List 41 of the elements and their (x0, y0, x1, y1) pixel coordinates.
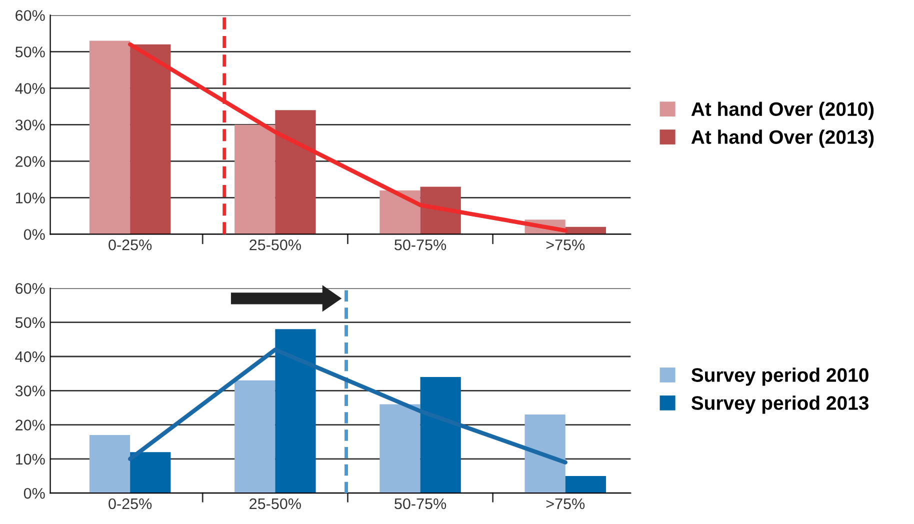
x-tick-label: 0-25% (108, 498, 152, 510)
y-tick-label: 20% (16, 156, 45, 167)
legend-label: At hand Over (2013) (691, 130, 874, 148)
x-tick-label: 0-25% (108, 239, 152, 250)
y-tick-label: 10% (16, 192, 45, 204)
x-tick-label: >75% (546, 498, 585, 510)
y-tick-label: 50% (15, 46, 45, 58)
y-tick-label: 60% (16, 283, 45, 294)
bar (89, 435, 130, 494)
bar (275, 110, 316, 234)
bar (275, 329, 316, 494)
y-tick-label: 40% (15, 351, 45, 362)
bar (130, 44, 171, 234)
line-series (128, 348, 568, 464)
line-series (128, 42, 568, 233)
bar (524, 414, 566, 494)
y-tick-label: 0% (24, 229, 45, 240)
bar (234, 124, 276, 234)
x-tick-label: 50-75% (394, 498, 446, 510)
bar (380, 404, 420, 494)
y-tick-label: 50% (15, 317, 45, 328)
y-tick-label: 20% (16, 420, 45, 430)
bar (130, 452, 171, 494)
y-tick-label: 10% (16, 454, 45, 465)
x-tick-label: 25-50% (250, 239, 301, 250)
legend-label: At hand Over (2010) (691, 102, 874, 120)
y-tick-label: 40% (15, 83, 45, 94)
legend-label: Survey period 2010 (691, 368, 868, 386)
y-tick-label: 60% (16, 10, 45, 21)
bar (420, 376, 461, 494)
x-tick-label: >75% (546, 240, 585, 250)
y-tick-label: 0% (24, 488, 45, 499)
legend-label: Survey period 2013 (691, 396, 869, 414)
y-tick-label: 30% (15, 120, 45, 130)
bar (234, 380, 276, 494)
x-tick-label: 50-75% (394, 239, 446, 250)
bar (380, 190, 420, 234)
y-tick-label: 30% (15, 386, 45, 396)
bar (89, 40, 130, 234)
bar (565, 476, 606, 494)
x-tick-label: 25-50% (250, 498, 301, 510)
